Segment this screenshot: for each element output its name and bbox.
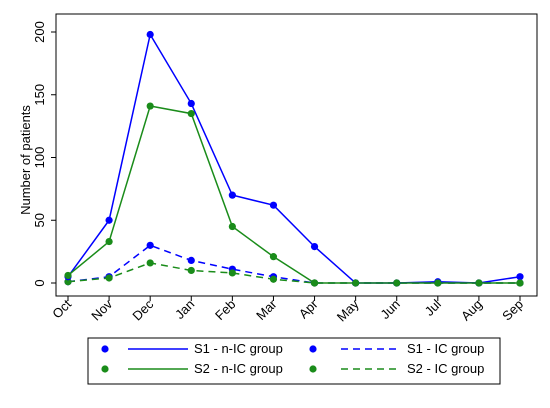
data-point [187, 266, 195, 275]
y-tick-label: 50 [32, 213, 47, 227]
data-point [64, 278, 72, 286]
plot-frame [55, 13, 538, 297]
series-line [67, 105, 520, 284]
data-point [187, 109, 195, 118]
data-point [228, 222, 236, 231]
data-point [475, 279, 483, 287]
data-point [269, 201, 278, 209]
y-tick-label: 0 [32, 279, 47, 286]
y-tick-label: 150 [32, 84, 47, 106]
legend-marker [309, 345, 317, 353]
data-point [105, 237, 113, 246]
data-point [187, 99, 195, 108]
legend-label: S1 - IC group [407, 341, 484, 356]
data-point [269, 275, 278, 283]
data-point [146, 259, 154, 267]
series-line [67, 244, 520, 284]
data-point [310, 243, 319, 251]
y-tick-label: 100 [32, 147, 47, 169]
data-point [146, 102, 154, 110]
data-point [187, 256, 195, 265]
data-point [64, 271, 72, 280]
data-point [105, 274, 113, 282]
legend-label: S2 - IC group [407, 361, 484, 376]
series-line [67, 262, 520, 284]
data-point [434, 279, 442, 287]
legend-label: S1 - n-IC group [194, 341, 283, 356]
legend: S1 - n-IC group S2 - n-IC group S1 - IC gr… [87, 337, 501, 385]
y-axis: 0 50 100 150 200 [32, 21, 56, 287]
series-line [67, 32, 521, 284]
data-point [228, 269, 236, 277]
plot-area [55, 13, 538, 297]
data-point [516, 273, 524, 281]
legend-box [87, 337, 501, 385]
data-point [393, 279, 401, 287]
legend-label: S2 - n-IC group [194, 361, 283, 376]
data-point [516, 279, 524, 287]
data-point [146, 241, 154, 249]
data-point [228, 191, 236, 199]
data-point [105, 216, 113, 224]
legend-marker [309, 365, 317, 373]
data-point [352, 279, 360, 287]
data-point [269, 253, 278, 261]
data-point [310, 279, 319, 287]
data-point [146, 30, 154, 39]
legend-marker [101, 365, 109, 373]
y-tick-label: 200 [32, 21, 47, 43]
legend-marker [101, 345, 109, 353]
y-axis-label: Number of patients [18, 105, 33, 215]
